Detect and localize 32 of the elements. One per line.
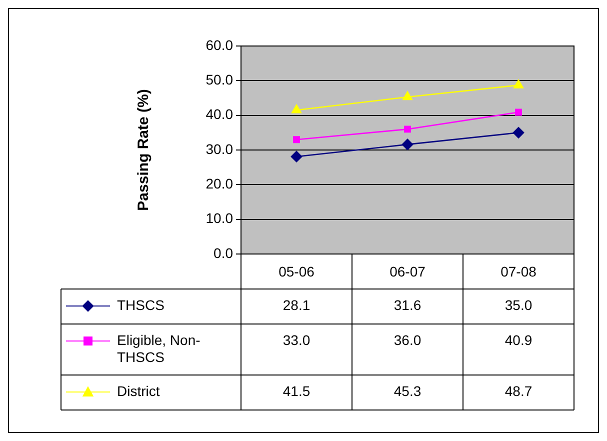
data-label: 45.3 (394, 382, 422, 399)
point (515, 108, 522, 116)
x-tick-label: 07-08 (500, 263, 537, 280)
point (402, 91, 412, 100)
y-tick-label: 30.0 (206, 140, 234, 157)
data-label: 36.0 (394, 332, 422, 348)
y-tick-label: 40.0 (206, 106, 234, 122)
point (293, 136, 300, 144)
data-label: 41.5 (282, 382, 310, 399)
x-tick-label: 05-06 (278, 263, 315, 280)
legend-label: THSCS (117, 296, 164, 313)
y-tick-label: 0.0 (214, 244, 234, 261)
data-label: 33.0 (282, 332, 310, 348)
point (292, 104, 302, 114)
y-tick-label: 50.0 (206, 72, 234, 88)
y-axis-title: Passing Rate (%) (135, 89, 152, 211)
data-label: 40.9 (504, 332, 532, 348)
y-tick-label: 20.0 (206, 176, 234, 192)
legend-label: District (117, 382, 160, 399)
y-tick-label: 10.0 (206, 210, 234, 226)
data-label: 31.6 (394, 296, 422, 313)
data-label: 28.1 (282, 296, 310, 313)
y-tick-label: 60.0 (206, 36, 234, 53)
point (404, 126, 411, 133)
point (512, 127, 524, 138)
legend-label: Eligible, Non-THSCS (117, 332, 201, 365)
point (514, 80, 524, 88)
data-label: 48.7 (504, 382, 532, 399)
point (402, 138, 414, 150)
x-tick-label: 06-07 (390, 263, 426, 280)
point (290, 150, 302, 162)
data-label: 35.0 (504, 296, 532, 313)
